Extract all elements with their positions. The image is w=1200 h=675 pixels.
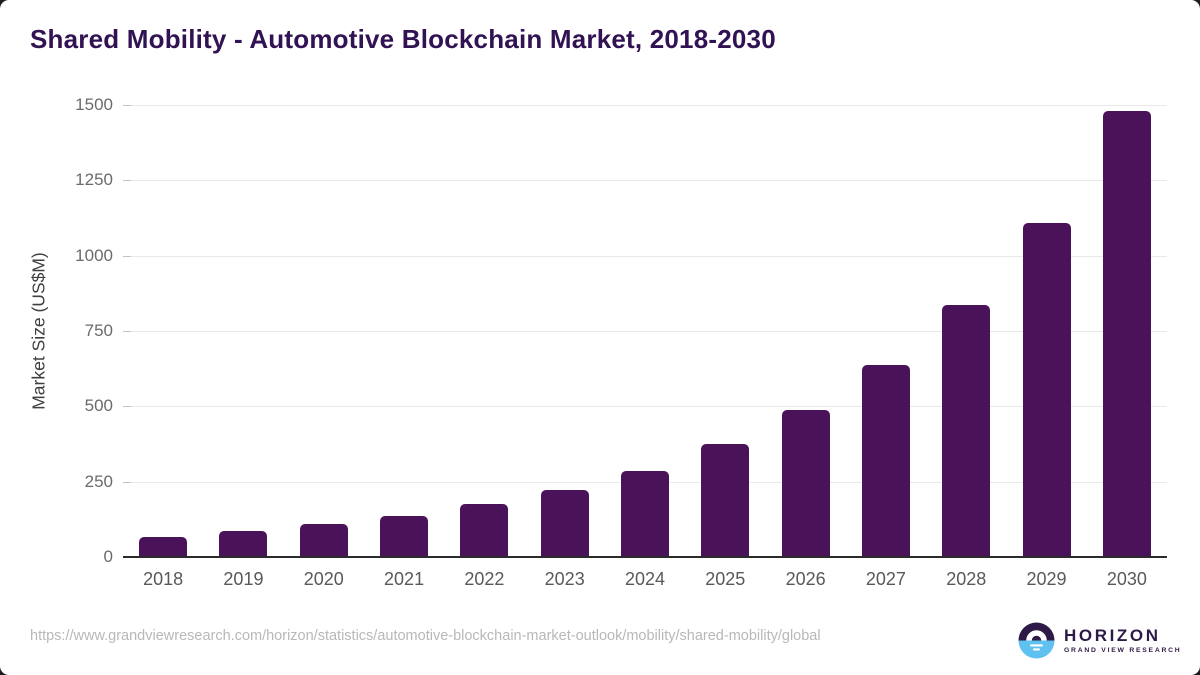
bar-2021 [380,515,429,557]
y-tick [123,255,131,257]
y-tick-label: 1000 [75,245,113,265]
brand-name: HORIZON [1064,626,1161,646]
x-tick-label: 2018 [143,569,184,589]
logo-text: HORIZON GRAND VIEW RESEARCH [1064,627,1181,654]
bar-2028 [942,305,991,557]
bar-2026 [781,410,830,557]
source-url: https://www.grandviewresearch.com/horizo… [30,628,821,644]
bar-2029 [1022,222,1071,557]
x-tick-label: 2028 [946,569,987,589]
bar-2024 [621,470,669,557]
gridline [131,105,1167,106]
gridline [131,255,1167,257]
bar-2022 [460,503,509,557]
x-tick-label: 2027 [865,569,906,589]
y-tick-label: 750 [84,321,113,340]
horizon-logo: HORIZON GRAND VIEW RESEARCH [1018,622,1181,659]
y-tick [123,180,131,182]
y-tick-label: 250 [84,471,113,491]
bar-2027 [861,365,910,557]
x-tick-label: 2026 [785,569,826,589]
x-axis-line [123,556,1167,558]
bar-2018 [139,536,188,557]
bar-2020 [299,523,348,557]
bar-2030 [1102,111,1151,557]
x-tick-label: 2021 [384,569,425,589]
x-tick-label: 2029 [1026,569,1067,589]
x-tick-label: 2025 [705,569,746,589]
horizon-logo-icon [1018,622,1055,659]
y-tick-label: 0 [103,547,113,566]
x-tick-label: 2022 [464,569,505,589]
bar-2019 [219,530,268,557]
x-tick-label: 2023 [544,569,585,589]
brand-tagline: GRAND VIEW RESEARCH [1064,646,1182,654]
gridline [131,331,1167,332]
x-tick-label: 2030 [1106,569,1147,589]
bar-2025 [701,444,750,557]
x-tick-label: 2020 [303,569,344,589]
x-tick-label: 2019 [223,569,264,589]
y-tick [123,331,131,332]
x-tick-label: 2024 [624,569,666,589]
gridline [131,180,1167,182]
y-tick-label: 1250 [75,170,113,190]
gridline [131,406,1167,408]
y-tick-label: 1500 [75,95,113,114]
chart-title: Shared Mobility - Automotive Blockchain … [30,24,776,54]
y-tick [123,481,131,483]
y-tick [123,406,131,408]
y-tick [123,105,131,106]
bar-2023 [540,489,589,557]
y-tick-label: 500 [84,396,113,416]
